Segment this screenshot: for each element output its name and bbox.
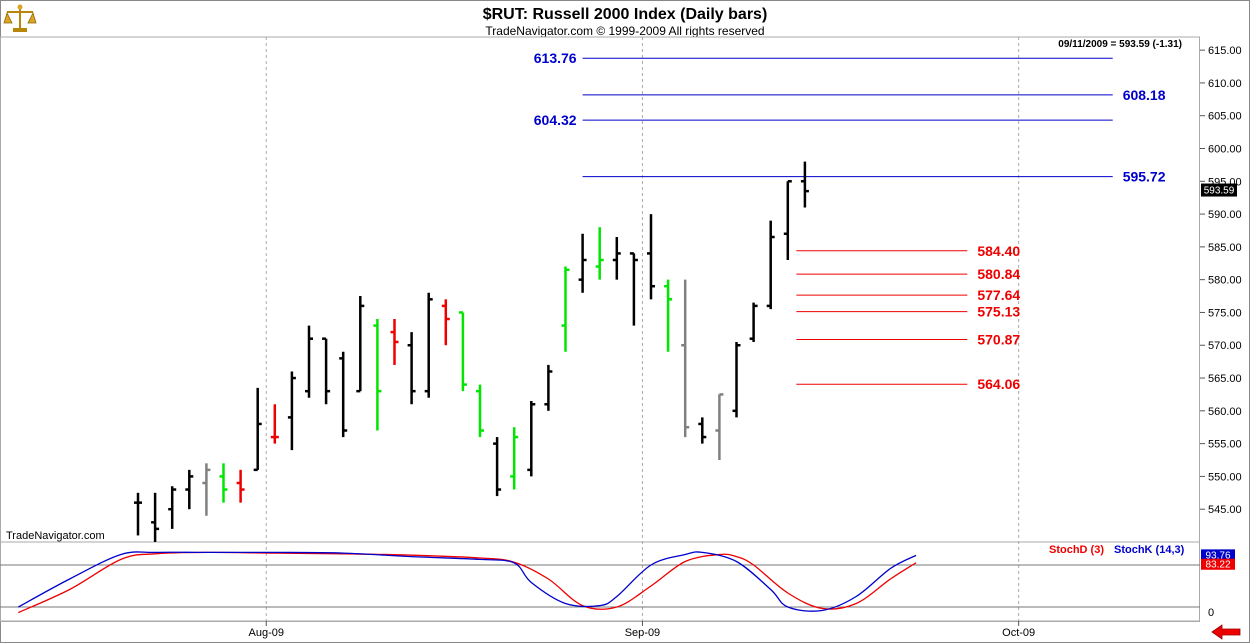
ohlc-bar-4 — [202, 463, 211, 516]
ohlc-bar-13 — [356, 296, 365, 393]
watermark: TradeNavigator.com — [6, 530, 105, 542]
ohlc-bar-24 — [544, 364, 553, 411]
ohlc-bar-10 — [305, 325, 313, 398]
stoch-tick-0: 0 — [1208, 607, 1214, 619]
ohlc-bar-2 — [168, 486, 177, 529]
ohlc-bar-3 — [185, 469, 194, 510]
level-label-3: 595.72 — [1123, 169, 1166, 185]
ohlc-bar-27 — [595, 227, 604, 280]
price-tick-2: 555.00 — [1208, 439, 1242, 451]
ohlc-bar-36 — [749, 302, 758, 342]
level-label-0: 613.76 — [534, 50, 577, 66]
stoch-k-value: 93.76 — [1205, 550, 1230, 561]
ohlc-bar-39 — [800, 161, 809, 208]
ohlc-bar-9 — [287, 371, 296, 451]
price-tick-8: 585.00 — [1208, 242, 1242, 254]
price-tick-11: 600.00 — [1208, 143, 1242, 155]
level-label-4: 584.40 — [977, 243, 1020, 259]
stoch-d-value: 83.22 — [1205, 560, 1230, 571]
level-label-6: 577.64 — [977, 287, 1020, 303]
ohlc-bar-6 — [236, 469, 245, 503]
stoch-legend-k: StochK (14,3) — [1114, 544, 1185, 556]
ohlc-bar-25 — [561, 266, 570, 352]
last-quote: 09/11/2009 = 593.59 (-1.31) — [1058, 39, 1182, 50]
ohlc-bar-33 — [698, 417, 707, 444]
ohlc-bar-29 — [629, 252, 638, 326]
price-tick-5: 570.00 — [1208, 340, 1242, 352]
stoch-k-line — [17, 551, 917, 612]
price-tick-12: 605.00 — [1208, 111, 1242, 123]
left-arrow-icon[interactable] — [1211, 624, 1241, 640]
price-tick-14: 615.00 — [1208, 45, 1242, 57]
price-tick-1: 550.00 — [1208, 471, 1242, 483]
ohlc-bar-20 — [476, 384, 484, 438]
level-label-9: 564.06 — [977, 376, 1020, 392]
price-tick-4: 565.00 — [1208, 373, 1242, 385]
stoch-legend-d: StochD (3) — [1049, 544, 1104, 556]
ohlc-bar-30 — [647, 214, 655, 300]
ohlc-bar-37 — [766, 220, 775, 310]
ohlc-bar-31 — [664, 279, 673, 352]
ohlc-bar-22 — [510, 427, 519, 490]
ohlc-bar-23 — [527, 400, 536, 477]
ohlc-bar-15 — [390, 319, 399, 365]
level-label-7: 575.13 — [977, 304, 1020, 320]
price-tick-7: 580.00 — [1208, 275, 1242, 287]
level-label-5: 580.84 — [977, 266, 1020, 282]
ohlc-bar-1 — [151, 492, 160, 542]
date-label-1: Sep-09 — [625, 627, 660, 639]
ohlc-bar-19 — [458, 311, 467, 392]
price-tick-13: 610.00 — [1208, 78, 1242, 90]
date-label-0: Aug-09 — [249, 627, 284, 639]
ohlc-bar-21 — [493, 437, 502, 497]
stoch-d-marker — [1201, 558, 1235, 570]
chart-title: $RUT: Russell 2000 Index (Daily bars) — [483, 6, 768, 23]
ohlc-bar-5 — [219, 463, 228, 503]
price-tick-6: 575.00 — [1208, 307, 1242, 319]
scales-icon[interactable] — [3, 4, 37, 33]
ohlc-bar-8 — [270, 404, 279, 444]
ohlc-bar-32 — [681, 279, 690, 438]
chart-subtitle: TradeNavigator.com © 1999-2009 All right… — [485, 24, 764, 38]
ohlc-bar-12 — [339, 351, 348, 438]
last-price-label: 593.59 — [1204, 186, 1235, 197]
ohlc-bar-34 — [715, 393, 724, 461]
level-label-2: 604.32 — [534, 112, 577, 128]
ohlc-bar-16 — [407, 332, 416, 405]
ohlc-bar-14 — [373, 319, 382, 431]
ohlc-bar-35 — [732, 341, 741, 418]
price-tick-0: 545.00 — [1208, 504, 1242, 516]
level-label-1: 608.18 — [1123, 87, 1166, 103]
ohlc-bar-38 — [783, 180, 792, 260]
last-price-marker — [1201, 183, 1237, 197]
ohlc-bar-7 — [253, 387, 262, 472]
price-tick-9: 590.00 — [1208, 209, 1242, 221]
ohlc-bar-0 — [134, 492, 142, 536]
ohlc-bar-28 — [612, 237, 621, 280]
ohlc-bar-17 — [424, 292, 433, 398]
date-label-2: Oct-09 — [1002, 627, 1035, 639]
stoch-k-marker — [1201, 549, 1235, 561]
ohlc-bar-18 — [441, 299, 450, 346]
ohlc-bar-26 — [578, 233, 587, 293]
ohlc-bar-11 — [322, 337, 331, 405]
level-label-8: 570.87 — [977, 332, 1020, 348]
price-tick-3: 560.00 — [1208, 406, 1242, 418]
